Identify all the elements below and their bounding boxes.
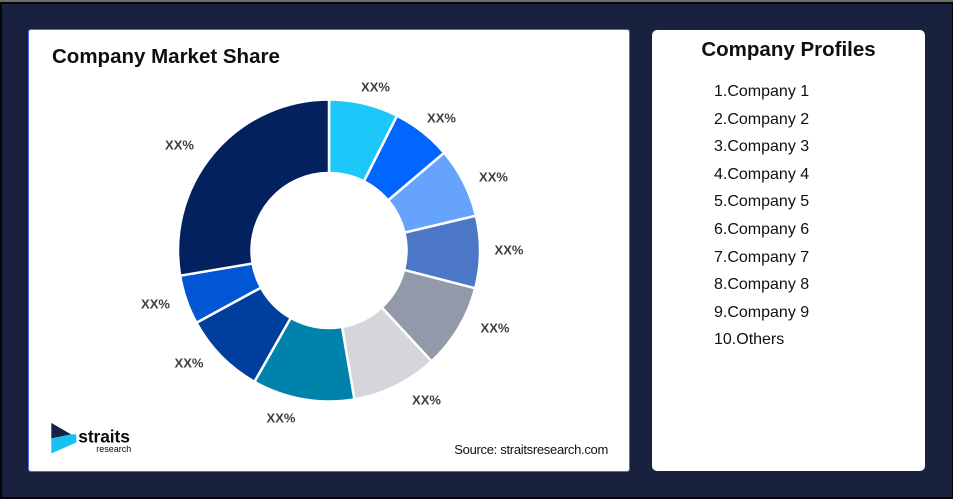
- svg-text:research: research: [96, 444, 131, 454]
- svg-text:straits: straits: [78, 426, 130, 446]
